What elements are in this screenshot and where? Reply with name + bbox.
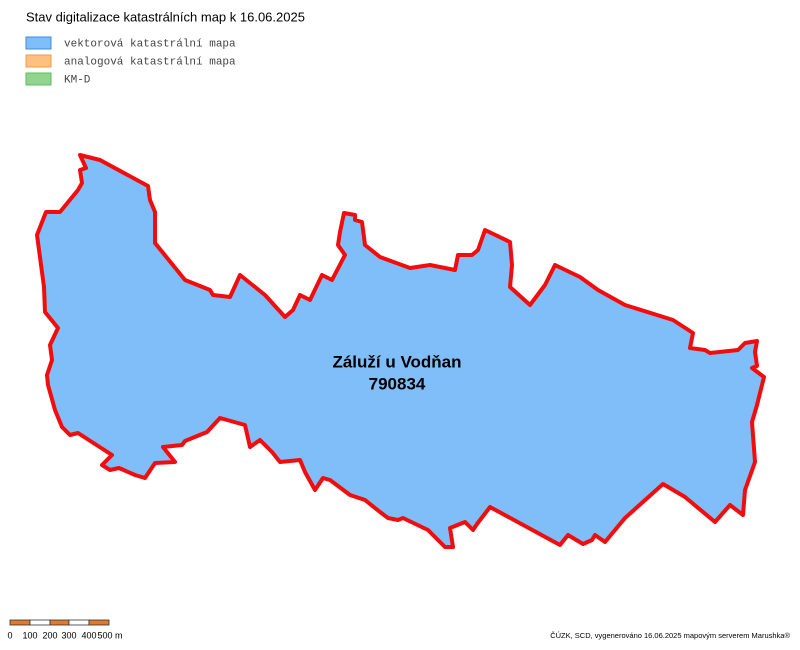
- scale-bar: [9, 619, 110, 626]
- scale-label: 200: [42, 630, 57, 640]
- area-code: 790834: [369, 374, 426, 393]
- scale-segment: [9, 619, 31, 626]
- legend-label: KM-D: [64, 74, 91, 86]
- scale-label: 300: [61, 630, 76, 640]
- footer: ČÚZK, SCD, vygenerováno 16.06.2025 mapov…: [550, 631, 790, 640]
- legend-label: vektorová katastrální mapa: [64, 38, 236, 50]
- legend-swatch: [25, 36, 52, 50]
- scale-segment: [68, 619, 90, 626]
- scale-label: 400: [81, 630, 96, 640]
- scale-segment: [29, 619, 51, 626]
- legend-swatch: [25, 54, 52, 68]
- scale-segment: [88, 619, 110, 626]
- scale-segment: [49, 619, 70, 626]
- cadastral-area: [35, 153, 766, 549]
- scale-label: 500 m: [97, 630, 122, 640]
- area-name: Záluží u Vodňan: [332, 352, 461, 371]
- scale-labels: 0 100 200 300 400 500 m: [7, 630, 122, 640]
- scale-label: 0: [7, 630, 12, 640]
- legend: vektorová katastrální mapa analogová kata…: [25, 36, 236, 86]
- scale-label: 100: [22, 630, 37, 640]
- legend-swatch: [25, 72, 52, 86]
- map-title: Stav digitalizace katastrálních map k 16…: [26, 9, 305, 24]
- legend-label: analogová katastrální mapa: [64, 56, 236, 68]
